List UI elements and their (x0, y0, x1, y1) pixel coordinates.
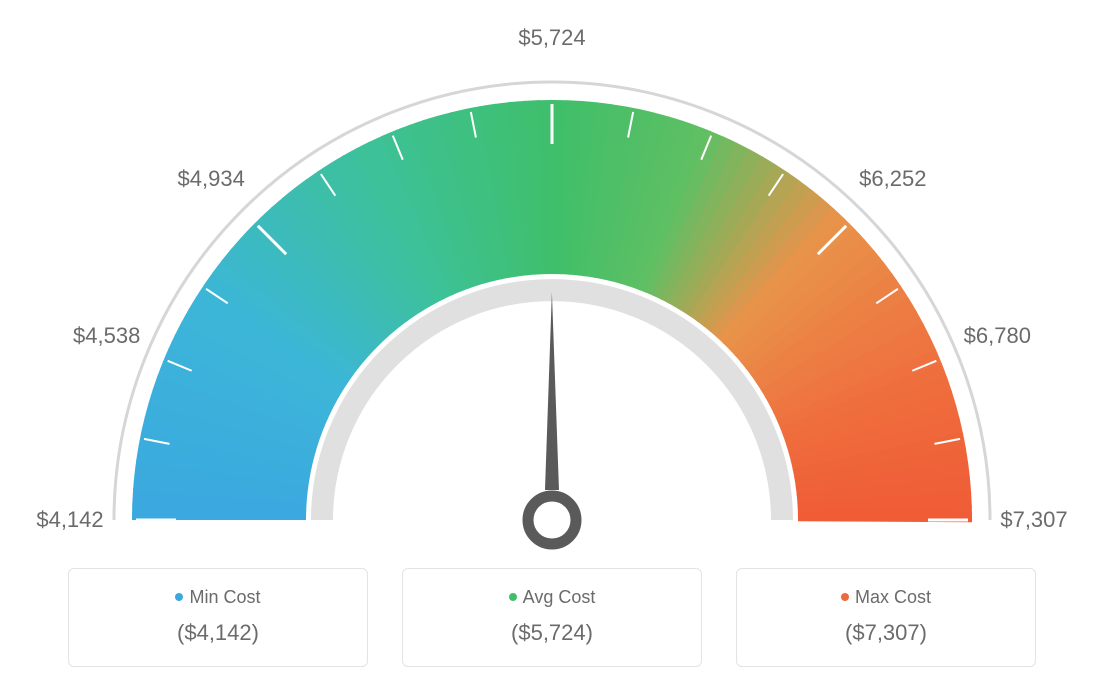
gauge-tick-label: $7,307 (1000, 507, 1067, 533)
legend-label-text: Max Cost (855, 587, 931, 607)
gauge-svg-container (0, 20, 1104, 585)
gauge-chart: $4,142 $4,538 $4,934 $5,724 $6,252 $6,780 $7,3… (0, 0, 1104, 560)
legend-dot-icon (509, 593, 517, 601)
legend-label: Min Cost (69, 587, 367, 608)
gauge-tick-label: $4,142 (36, 507, 103, 533)
gauge-tick-label: $4,538 (73, 323, 140, 349)
legend-value: ($5,724) (403, 620, 701, 646)
legend-dot-icon (841, 593, 849, 601)
gauge-tick-label: $4,934 (178, 166, 245, 192)
legend-label-text: Avg Cost (523, 587, 596, 607)
legend-label: Max Cost (737, 587, 1035, 608)
legend-label: Avg Cost (403, 587, 701, 608)
gauge-tick-label: $6,780 (964, 323, 1031, 349)
legend-value: ($4,142) (69, 620, 367, 646)
legend-dot-icon (175, 593, 183, 601)
legend-label-text: Min Cost (189, 587, 260, 607)
gauge-tick-label: $5,724 (518, 25, 585, 51)
legend-value: ($7,307) (737, 620, 1035, 646)
gauge-tick-label: $6,252 (859, 166, 926, 192)
